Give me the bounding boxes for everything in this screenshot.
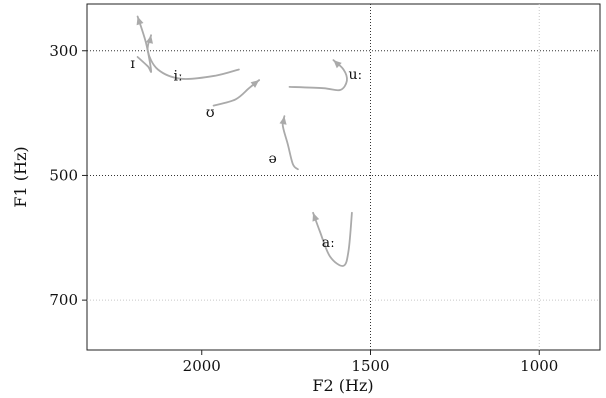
vowel-label-0: ɪ: [130, 56, 135, 72]
x-tick-label-2000: 2000: [183, 357, 221, 375]
trajectory-2: ʊ: [206, 79, 260, 121]
trajectory-arrowhead-5: [312, 212, 320, 222]
trajectory-5: aː: [312, 211, 353, 267]
trajectory-arrowhead-1: [145, 35, 153, 44]
vowel-label-3: uː: [348, 67, 362, 83]
trajectory-arrowhead-2: [250, 80, 260, 88]
trajectory-arrowhead-0: [136, 16, 144, 26]
y-axis-title: F1 (Hz): [11, 146, 30, 207]
vowel-label-5: aː: [322, 235, 335, 251]
trajectory-0: ɪ: [130, 15, 153, 73]
plot-frame: [86, 3, 601, 351]
x-tick-label-1500: 1500: [351, 357, 389, 375]
x-axis-title: F2 (Hz): [312, 376, 373, 395]
vowel-trajectories: ɪ iː ʊ uː ə aː: [130, 15, 362, 267]
y-tick-label-700: 700: [49, 291, 78, 309]
trajectory-line-1: [146, 34, 240, 80]
grid-lines: [87, 4, 600, 350]
trajectory-line-5: [312, 211, 353, 267]
y-tick-label-300: 300: [49, 42, 78, 60]
vowel-label-1: iː: [174, 69, 183, 85]
trajectory-3: uː: [288, 59, 362, 92]
axes: 2000 1500 1000 300 500 700: [49, 42, 558, 375]
trajectory-arrowhead-3: [333, 60, 342, 69]
vowel-label-2: ʊ: [206, 105, 215, 121]
trajectory-line-3: [288, 59, 348, 92]
vowel-label-4: ə: [268, 151, 276, 167]
trajectory-4: ə: [268, 115, 299, 171]
trajectory-arrowhead-4: [279, 116, 287, 125]
x-tick-label-1000: 1000: [520, 357, 558, 375]
trajectory-1: iː: [145, 34, 240, 85]
trajectory-line-0: [136, 15, 153, 73]
y-tick-label-500: 500: [49, 166, 78, 184]
